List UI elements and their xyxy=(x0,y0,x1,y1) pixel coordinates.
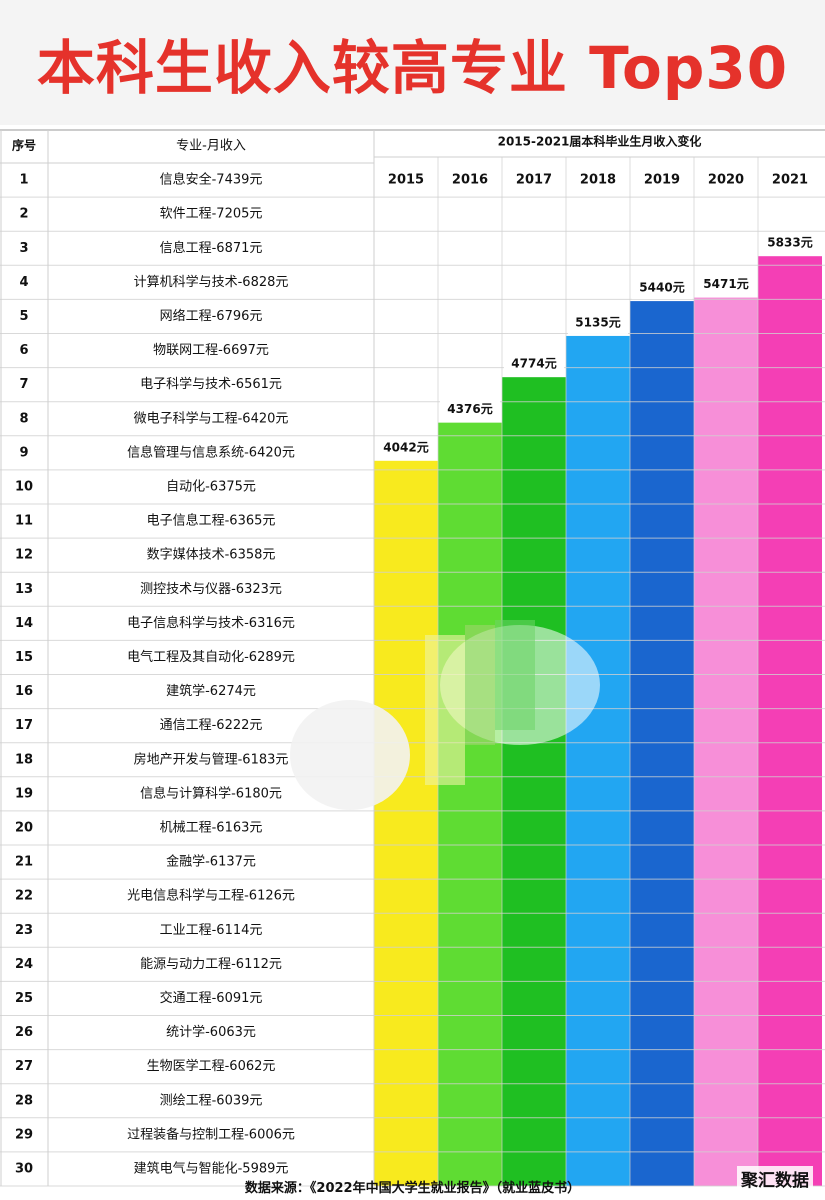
year-label-2020: 2020 xyxy=(708,173,744,188)
value-label-2018: 5135元 xyxy=(575,315,620,329)
row-rank: 22 xyxy=(15,889,33,904)
year-label-2016: 2016 xyxy=(452,173,488,188)
row-major: 测控技术与仪器-6323元 xyxy=(140,582,282,597)
row-rank: 11 xyxy=(15,514,33,529)
row-major: 电子科学与技术-6561元 xyxy=(140,376,282,392)
value-label-bg xyxy=(440,398,500,421)
row-rank: 4 xyxy=(19,275,28,290)
year-label-2019: 2019 xyxy=(644,173,680,188)
year-label-2015: 2015 xyxy=(388,173,424,188)
row-major: 计算机科学与技术-6828元 xyxy=(134,274,289,290)
row-rank: 5 xyxy=(19,309,28,324)
row-rank: 2 xyxy=(19,207,28,222)
value-label-2020: 5471元 xyxy=(703,277,748,291)
row-major: 微电子科学与工程-6420元 xyxy=(134,410,289,426)
row-rank: 25 xyxy=(15,991,33,1006)
row-major: 自动化-6375元 xyxy=(166,479,256,494)
row-rank: 15 xyxy=(15,650,33,665)
bar-2021 xyxy=(758,256,822,1186)
row-major: 统计学-6063元 xyxy=(166,1024,256,1040)
row-major: 信息与计算科学-6180元 xyxy=(140,785,282,801)
header-major: 专业-月收入 xyxy=(176,139,246,154)
row-rank: 13 xyxy=(15,582,33,597)
row-rank: 30 xyxy=(15,1161,33,1176)
value-label-bg xyxy=(632,277,692,300)
row-rank: 14 xyxy=(15,616,33,631)
row-rank: 7 xyxy=(19,377,28,392)
value-label-bg xyxy=(504,353,564,376)
header-rank: 序号 xyxy=(12,138,36,153)
value-label-2015: 4042元 xyxy=(383,440,428,454)
year-label-2017: 2017 xyxy=(516,173,552,188)
row-major: 过程装备与控制工程-6006元 xyxy=(127,1126,295,1142)
row-rank: 8 xyxy=(19,411,28,426)
income-table: 序号 专业-月收入 2015-2021届本科毕业生月收入变化 1 信息安全-7439元 2… xyxy=(0,125,825,1200)
row-major: 测绘工程-6039元 xyxy=(160,1093,263,1108)
row-major: 电气工程及其自动化-6289元 xyxy=(127,649,295,665)
row-rank: 28 xyxy=(15,1093,33,1108)
data-source: 数据来源：《2022年中国大学生就业报告》（就业蓝皮书） xyxy=(244,1181,581,1196)
value-label-bg xyxy=(760,232,820,255)
row-major: 软件工程-7205元 xyxy=(160,207,263,222)
row-major: 金融学-6137元 xyxy=(166,854,256,870)
bar-2019 xyxy=(630,301,694,1186)
row-major: 电子信息工程-6365元 xyxy=(147,513,276,529)
row-major: 交通工程-6091元 xyxy=(160,990,263,1006)
year-label-2018: 2018 xyxy=(580,173,616,188)
value-label-2019: 5440元 xyxy=(639,281,684,295)
row-major: 建筑电气与智能化-5989元 xyxy=(134,1160,289,1176)
row-rank: 9 xyxy=(19,445,28,460)
row-rank: 27 xyxy=(15,1059,33,1074)
row-major: 房地产开发与管理-6183元 xyxy=(134,751,289,767)
header-trend: 2015-2021届本科毕业生月收入变化 xyxy=(498,134,702,149)
row-major: 机械工程-6163元 xyxy=(160,820,263,835)
row-major: 通信工程-6222元 xyxy=(160,718,263,733)
bar-2017 xyxy=(502,377,566,1187)
row-major: 信息安全-7439元 xyxy=(160,172,263,188)
row-major: 建筑学-6274元 xyxy=(166,683,256,699)
sticker-overlay xyxy=(290,620,600,810)
row-major: 数字媒体技术-6358元 xyxy=(147,548,276,563)
value-label-bg xyxy=(696,273,756,296)
row-major: 信息管理与信息系统-6420元 xyxy=(127,444,295,460)
value-label-2021: 5833元 xyxy=(767,236,812,250)
row-major: 生物医学工程-6062元 xyxy=(147,1058,276,1074)
row-rank: 24 xyxy=(15,957,33,972)
row-rank: 3 xyxy=(19,241,28,256)
page-title: 本科生收入较高专业 Top30 xyxy=(36,33,789,102)
watermark: 聚汇数据 xyxy=(737,1166,813,1196)
row-rank: 6 xyxy=(19,343,28,358)
value-label-2017: 4774元 xyxy=(511,357,556,371)
income-chart: 序号 专业-月收入 2015-2021届本科毕业生月收入变化 1 信息安全-7439元 2… xyxy=(0,129,825,1187)
row-rank: 21 xyxy=(15,855,33,870)
row-major: 能源与动力工程-6112元 xyxy=(140,957,282,972)
row-major: 信息工程-6871元 xyxy=(160,240,263,256)
value-label-2016: 4376元 xyxy=(447,402,492,416)
row-rank: 20 xyxy=(15,820,33,835)
value-label-bg xyxy=(568,311,628,334)
row-rank: 10 xyxy=(15,479,33,494)
row-rank: 17 xyxy=(15,718,33,733)
value-label-bg xyxy=(376,436,436,459)
row-major: 光电信息科学与工程-6126元 xyxy=(127,888,295,904)
bar-2020 xyxy=(694,297,758,1187)
row-major: 工业工程-6114元 xyxy=(160,923,263,938)
row-major: 物联网工程-6697元 xyxy=(153,343,269,358)
bar-2018 xyxy=(566,335,630,1187)
row-rank: 23 xyxy=(15,923,33,938)
row-rank: 1 xyxy=(19,173,28,188)
bar-2016 xyxy=(438,422,502,1187)
row-rank: 12 xyxy=(15,548,33,563)
row-rank: 26 xyxy=(15,1025,33,1040)
bar-2015 xyxy=(374,460,438,1186)
row-rank: 18 xyxy=(15,752,33,767)
row-rank: 19 xyxy=(15,786,33,801)
year-label-2021: 2021 xyxy=(772,173,808,188)
row-rank: 29 xyxy=(15,1127,33,1142)
row-major: 网络工程-6796元 xyxy=(160,308,263,324)
row-major: 电子信息科学与技术-6316元 xyxy=(127,615,295,631)
row-rank: 16 xyxy=(15,684,33,699)
